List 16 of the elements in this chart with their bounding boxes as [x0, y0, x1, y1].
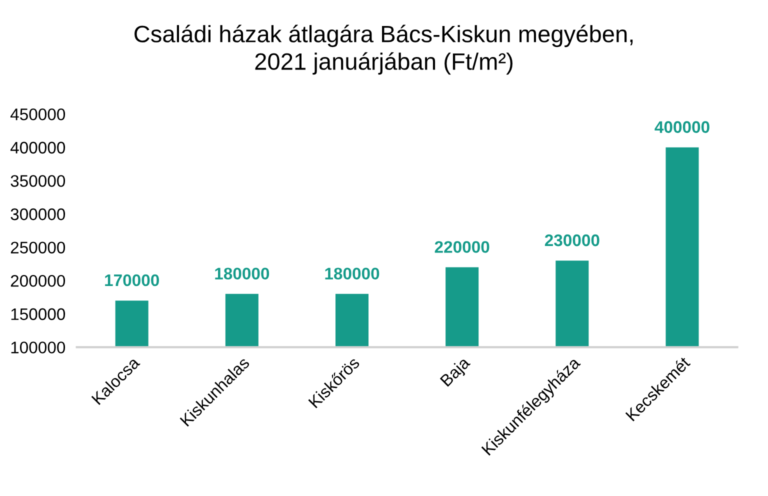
x-tick-label: Baja	[439, 356, 474, 390]
data-label: 400000	[654, 121, 710, 133]
data-label: 230000	[544, 234, 600, 246]
y-tick-label: 150000	[11, 308, 66, 320]
y-tick-label: 200000	[10, 274, 66, 287]
y-tick-label: 250000	[10, 242, 66, 254]
y-tick-label: 350000	[10, 175, 66, 187]
data-label: 180000	[325, 268, 380, 280]
y-tick-label: 400000	[10, 142, 66, 154]
y-tick-label: 300000	[10, 208, 66, 220]
y-tick-label: 450000	[10, 108, 66, 120]
data-label: 220000	[434, 241, 490, 253]
data-label: 180000	[215, 268, 270, 280]
data-label: 170000	[105, 274, 159, 286]
chart-title: Családi házak átlagára Bács-Kiskun megyében, 2021 januárjában (Ft/m²)	[134, 24, 633, 75]
y-tick-label: 100000	[11, 342, 66, 354]
